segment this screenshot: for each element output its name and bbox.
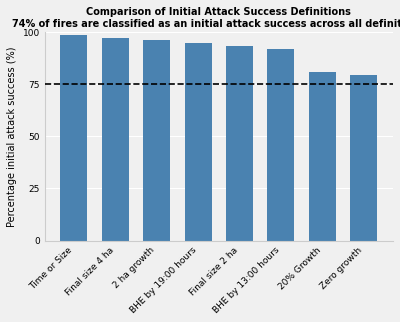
Bar xyxy=(350,75,377,241)
Bar xyxy=(309,72,336,241)
Title: Comparison of Initial Attack Success Definitions
74% of fires are classified as : Comparison of Initial Attack Success Def… xyxy=(12,7,400,29)
Bar xyxy=(185,43,212,241)
Bar xyxy=(102,38,129,241)
Bar xyxy=(268,49,294,241)
Bar xyxy=(60,34,87,241)
Bar xyxy=(226,46,253,241)
Bar xyxy=(143,41,170,241)
Y-axis label: Percentage initial attack success (%): Percentage initial attack success (%) xyxy=(7,46,17,227)
